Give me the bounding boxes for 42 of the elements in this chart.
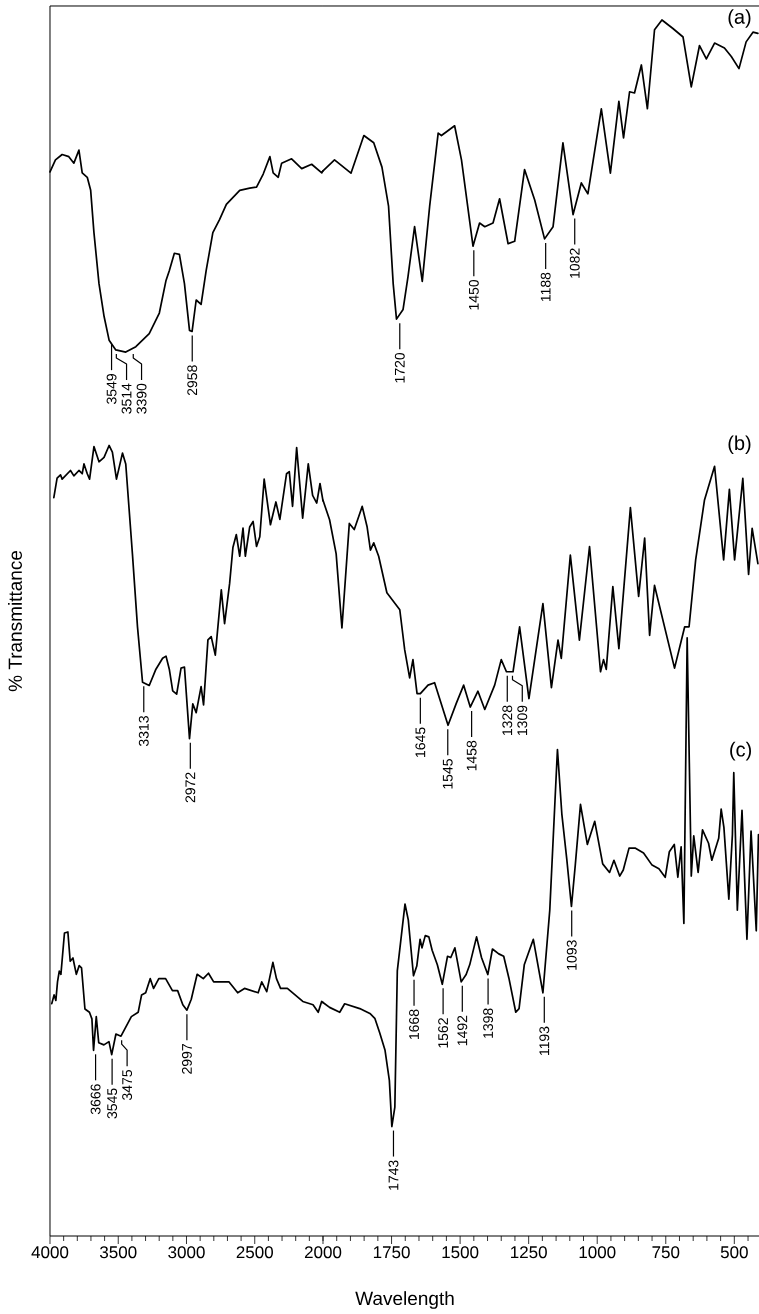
annotation: 1398 — [483, 1008, 494, 1038]
x-tick-label: 1500 — [442, 1246, 479, 1259]
x-tick-label: 4000 — [31, 1246, 69, 1259]
series-label: (a) — [728, 9, 751, 28]
annotation: 1720 — [394, 352, 405, 383]
x-tick-label: 1000 — [579, 1246, 616, 1259]
annotation: 1562 — [438, 1018, 449, 1048]
y-axis-title: % Transmittance — [8, 550, 22, 692]
x-tick-label: 750 — [652, 1246, 680, 1259]
x-tick-label: 1750 — [373, 1246, 410, 1259]
annotation: 2958 — [187, 365, 198, 396]
annotation: 3545 — [107, 1088, 118, 1119]
annotation: 1450 — [468, 279, 479, 310]
x-tick-label: 3000 — [168, 1246, 205, 1259]
annotation: 3390 — [136, 383, 147, 414]
x-axis-title: Wavelength — [355, 1291, 454, 1309]
annotation: 3666 — [90, 1084, 101, 1115]
series-label: (b) — [728, 435, 751, 455]
annotation: 1328 — [502, 705, 513, 736]
annotation: 3514 — [121, 383, 132, 414]
annotation: 1082 — [569, 248, 580, 278]
annotation: 1193 — [539, 1026, 550, 1056]
x-tick-label: 2000 — [304, 1246, 342, 1259]
x-tick-label: 1250 — [511, 1246, 547, 1259]
annotation: 2972 — [185, 772, 196, 803]
annotation: 1492 — [457, 1015, 468, 1046]
series-label: (c) — [730, 741, 752, 761]
annotation: 1545 — [442, 759, 453, 789]
annotation: 2997 — [181, 1044, 192, 1074]
annotation: 3549 — [106, 374, 117, 404]
annotation: 1668 — [409, 1009, 419, 1040]
x-tick-label: 3500 — [99, 1246, 137, 1259]
annotation: 3313 — [138, 716, 149, 747]
annotation: 3475 — [122, 1069, 133, 1101]
x-tick-label: 500 — [720, 1246, 748, 1259]
annotation: 1458 — [466, 740, 477, 771]
annotation: 1645 — [415, 727, 426, 757]
x-tick-label: 2500 — [236, 1246, 273, 1259]
annotation: 1188 — [540, 272, 551, 302]
annotation: 1743 — [388, 1160, 399, 1190]
annotation: 1309 — [517, 705, 528, 736]
annotation: 1093 — [566, 940, 577, 970]
